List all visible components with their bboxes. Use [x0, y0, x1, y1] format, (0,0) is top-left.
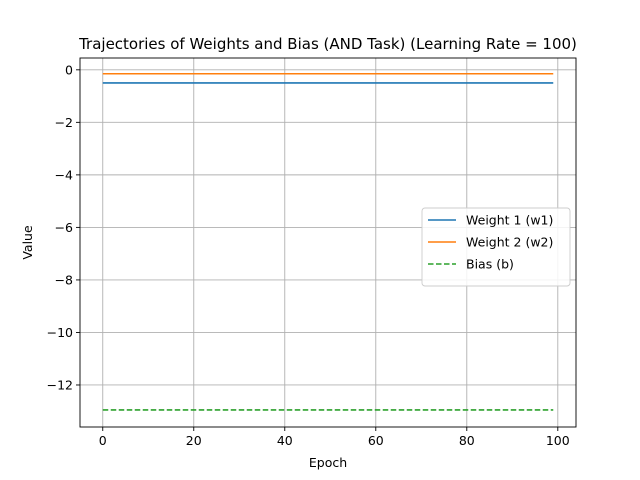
legend-label-1: Weight 1 (w1)	[466, 213, 553, 228]
y-tick-label: −6	[55, 220, 73, 235]
y-axis-label: Value	[20, 225, 35, 260]
x-tick-label: 60	[368, 433, 384, 448]
x-axis-label: Epoch	[309, 455, 347, 470]
x-tick-label: 100	[546, 433, 570, 448]
legend: Weight 1 (w1) Weight 2 (w2) Bias (b)	[421, 207, 571, 287]
chart-title: Trajectories of Weights and Bias (AND Ta…	[78, 35, 577, 53]
y-tick-label: −10	[47, 325, 73, 340]
x-tick-label: 0	[99, 433, 107, 448]
axis-ticks: 0 20 40 60 80 100 0 −2 −4 −6 −8 −10 −12	[47, 62, 570, 448]
y-tick-label: −8	[55, 272, 73, 287]
y-tick-label: −2	[55, 115, 73, 130]
y-tick-label: −4	[55, 167, 73, 182]
y-tick-label: −12	[47, 377, 73, 392]
legend-label-3: Bias (b)	[466, 257, 514, 272]
plot-area-frame	[79, 57, 577, 428]
series-group	[102, 72, 554, 411]
legend-label-2: Weight 2 (w2)	[466, 235, 553, 250]
x-tick-label: 20	[186, 433, 202, 448]
x-tick-label: 80	[459, 433, 475, 448]
y-tick-label: 0	[65, 62, 73, 77]
x-tick-label: 40	[277, 433, 293, 448]
legend-frame	[421, 207, 571, 287]
